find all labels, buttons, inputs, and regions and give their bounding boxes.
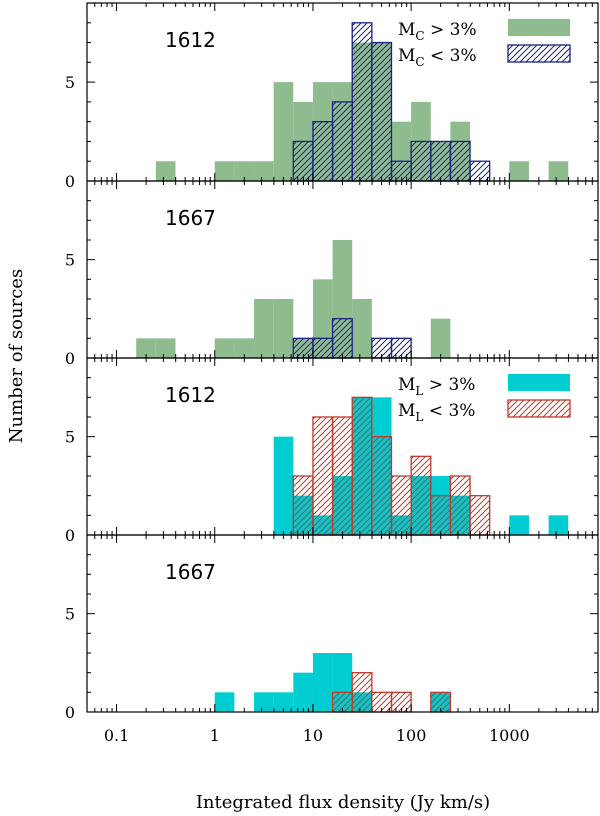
histogram-bar [351, 672, 373, 713]
legend-label: ML < 3% [398, 401, 475, 424]
histogram-bar [293, 672, 313, 712]
histogram-bar [273, 436, 294, 535]
histogram-bar [214, 161, 235, 181]
x-ticks [86, 535, 599, 712]
histogram-bar [273, 692, 294, 712]
histogram-bar [371, 436, 393, 536]
histogram-bar [312, 653, 333, 712]
y-tick-label: 0 [65, 349, 75, 368]
histogram-bar [234, 338, 255, 358]
histogram-bar [390, 475, 412, 536]
histogram-bar [214, 692, 235, 712]
histogram-bar [136, 338, 156, 358]
panel-1: 0 5 1612 MC > 3% MC < 3% [65, 2, 599, 191]
legend-swatch [508, 374, 570, 391]
legend-label: MC > 3% [398, 20, 477, 43]
x-ticks [86, 181, 599, 358]
histogram-bar [254, 161, 274, 181]
y-tick-label: 5 [65, 251, 75, 270]
y-tick-label: 5 [65, 73, 75, 92]
histogram-bar [273, 82, 294, 181]
histogram-bar [548, 515, 569, 535]
x-tick-label: 1000 [489, 726, 530, 745]
histogram-bar [155, 338, 176, 358]
y-axis-title: Number of sources [6, 269, 27, 443]
legend-swatch [508, 19, 570, 36]
y-tick-label: 0 [65, 703, 75, 722]
panel-3: 0 5 1612 ML > 3% ML < 3% [65, 357, 599, 545]
histogram-bar [351, 396, 373, 536]
histogram-bar [430, 495, 452, 536]
legend-swatch [507, 399, 571, 418]
histogram-bar [292, 475, 314, 536]
histogram-bar [312, 337, 334, 359]
x-tick-labels: 0.1 1 10 100 1000 [104, 726, 530, 745]
legend-swatch [507, 44, 571, 63]
histogram-bar [331, 416, 353, 536]
x-ticks [86, 358, 599, 535]
histogram-bar [254, 299, 274, 358]
y-tick-label: 0 [65, 526, 75, 545]
histogram-bar [234, 161, 255, 181]
histogram-bar [331, 101, 353, 182]
histogram-bar [430, 140, 452, 182]
panel-label: 1612 [165, 28, 216, 52]
legend-label: MC < 3% [398, 46, 477, 69]
panel-label: 1667 [165, 560, 216, 584]
histogram-bar [410, 455, 432, 536]
histogram-bar [449, 140, 471, 182]
y-tick-label: 5 [65, 428, 75, 447]
histogram-bar [331, 318, 353, 359]
series-hatched [292, 22, 491, 182]
panel-4: 0 5 1667 [65, 534, 599, 722]
histogram-bar [371, 41, 393, 182]
histogram-bar [469, 495, 491, 536]
histogram-bar [449, 475, 471, 536]
x-tick-label: 10 [303, 726, 323, 745]
histogram-bar [254, 692, 274, 712]
histogram-bar [312, 121, 334, 182]
histogram-bar [292, 140, 314, 182]
histogram-bar [509, 515, 529, 535]
histogram-bar [214, 338, 235, 358]
histogram-bar [430, 318, 451, 358]
x-tick-label: 100 [396, 726, 427, 745]
histogram-bar [509, 161, 529, 181]
x-ticks [86, 3, 599, 181]
x-axis-title: Integrated flux density (Jy km/s) [196, 792, 490, 813]
legend-label: ML > 3% [398, 375, 475, 398]
histogram-bar [312, 416, 334, 536]
panel-2: 0 5 1667 [65, 180, 599, 368]
y-tick-label: 0 [65, 172, 75, 191]
histogram-bar [351, 22, 373, 182]
panel-label: 1612 [165, 383, 216, 407]
panel-label: 1667 [165, 206, 216, 230]
histogram-bar [410, 140, 432, 182]
panels: 0 5 1612 MC > 3% MC < 3% 0 5 1667 0 5 1612 ML > 3% M… [65, 2, 599, 745]
histogram-bar [548, 161, 569, 181]
histogram-bar [155, 161, 176, 181]
series-hatched [292, 318, 412, 359]
y-tick-label: 5 [65, 605, 75, 624]
x-tick-label: 1 [210, 726, 220, 745]
series-hatched [331, 672, 452, 713]
x-tick-label: 0.1 [104, 726, 129, 745]
histogram-bar [273, 299, 294, 358]
histogram-bar [352, 299, 372, 358]
